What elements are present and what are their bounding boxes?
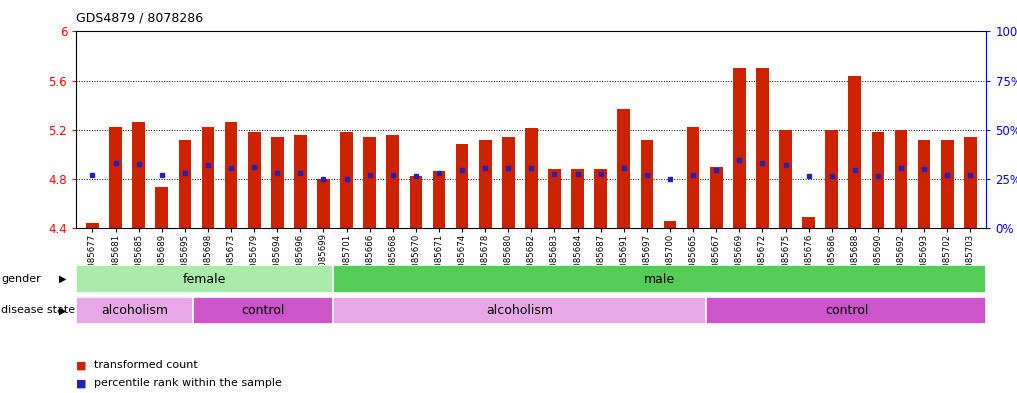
Text: control: control — [825, 304, 869, 317]
FancyBboxPatch shape — [76, 297, 193, 324]
Bar — [341, 132, 353, 228]
Bar — [895, 130, 907, 228]
Bar — [826, 130, 838, 228]
Bar — [594, 169, 607, 228]
Bar — [617, 109, 631, 228]
Bar — [872, 132, 884, 228]
FancyBboxPatch shape — [333, 265, 986, 293]
FancyBboxPatch shape — [707, 297, 986, 324]
Bar — [641, 140, 653, 228]
Bar — [664, 220, 676, 228]
FancyBboxPatch shape — [333, 297, 707, 324]
Bar — [271, 137, 284, 228]
Text: alcoholism: alcoholism — [486, 304, 553, 317]
Bar — [179, 140, 191, 228]
Text: ▶: ▶ — [59, 305, 66, 316]
Text: control: control — [241, 304, 285, 317]
Bar — [710, 167, 722, 228]
Bar — [410, 176, 422, 228]
Text: ▶: ▶ — [59, 274, 66, 284]
Bar — [572, 169, 584, 228]
Text: male: male — [644, 272, 675, 286]
Text: alcoholism: alcoholism — [101, 304, 168, 317]
Bar — [525, 129, 538, 228]
Bar — [132, 122, 145, 228]
Bar — [964, 137, 976, 228]
Bar — [386, 134, 399, 228]
Bar — [941, 140, 954, 228]
Text: female: female — [183, 272, 227, 286]
Bar — [432, 171, 445, 228]
Bar — [86, 223, 99, 228]
Bar — [848, 76, 861, 228]
Bar — [156, 187, 168, 228]
Bar — [733, 68, 745, 228]
Bar — [548, 169, 560, 228]
Bar — [802, 217, 815, 228]
Bar — [917, 140, 931, 228]
Text: disease state: disease state — [1, 305, 75, 316]
Bar — [294, 134, 307, 228]
Bar — [248, 132, 260, 228]
Bar — [201, 127, 215, 228]
Bar — [686, 127, 700, 228]
Text: GDS4879 / 8078286: GDS4879 / 8078286 — [76, 12, 203, 25]
Bar — [779, 130, 792, 228]
Bar — [456, 145, 469, 228]
Bar — [502, 137, 515, 228]
Text: ■: ■ — [76, 360, 86, 371]
FancyBboxPatch shape — [76, 265, 333, 293]
Text: transformed count: transformed count — [94, 360, 197, 371]
FancyBboxPatch shape — [193, 297, 333, 324]
Text: ■: ■ — [76, 378, 86, 388]
Bar — [363, 137, 376, 228]
Text: gender: gender — [1, 274, 41, 284]
Bar — [109, 127, 122, 228]
Bar — [317, 179, 330, 228]
Bar — [756, 68, 769, 228]
Text: percentile rank within the sample: percentile rank within the sample — [94, 378, 282, 388]
Bar — [225, 122, 237, 228]
Bar — [479, 140, 491, 228]
